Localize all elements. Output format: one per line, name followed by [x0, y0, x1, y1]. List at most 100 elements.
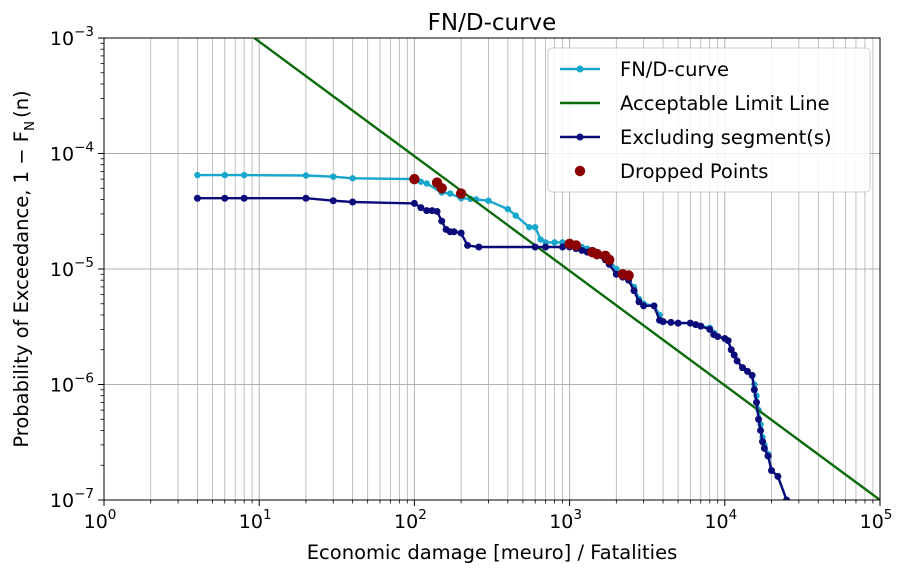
excluding-segment-s-point	[697, 322, 705, 330]
legend-label-dropped-points: Dropped Points	[620, 160, 768, 183]
axis-ticks: 100 101 102 103 104 105 10−7 10−6 10−5 10−4 10−3	[50, 24, 892, 533]
excluding-segment-s-point	[768, 467, 776, 475]
dropped-points-point	[570, 240, 582, 251]
dropped-points-point	[591, 248, 603, 260]
excluding-segment-s-point	[743, 367, 751, 375]
y-tick-label: 10−4	[50, 140, 94, 166]
x-axis-label: Economic damage [meuro] / Fatalities	[307, 541, 678, 564]
excluding-segment-s-point	[410, 199, 418, 207]
excluding-segment-s-point	[757, 426, 765, 434]
dropped-points-point	[409, 173, 420, 185]
fn-d-curve-point	[302, 172, 310, 179]
excluding-segment-s-point	[686, 319, 694, 327]
excluding-segment-s-point	[417, 204, 425, 212]
fn-d-curve-line	[197, 173, 788, 500]
excluding-segment-s-point	[659, 318, 667, 326]
y-axis-label-subscript: N	[22, 121, 38, 131]
y-axis-label-main: Probability of Exceedance, 1 − F	[10, 131, 33, 448]
excluding-segment-s-point	[752, 398, 760, 406]
excluding-segment-s-point	[727, 346, 735, 354]
excluding-segment-s-point	[542, 243, 550, 251]
excluding-segment-s-point	[674, 319, 682, 327]
legend-marker-dropped-points	[574, 165, 586, 177]
excluding-segment-s-point	[650, 302, 658, 310]
excluding-segment-s-point	[531, 243, 539, 251]
excluding-segment-s-point	[438, 217, 446, 225]
excluding-segment-s-point	[764, 452, 772, 460]
excluding-segment-s-point	[302, 194, 310, 202]
excluding-segment-s-point	[558, 243, 566, 251]
dropped-points-point	[436, 183, 447, 194]
excluding-segment-s-point	[774, 472, 782, 480]
excluding-segment-s-point	[423, 207, 431, 215]
x-tick-label: 103	[549, 507, 582, 533]
excluding-segment-s-point	[329, 197, 337, 205]
excluding-segment-s-point	[475, 243, 483, 251]
excluding-segment-s-point	[759, 438, 767, 446]
y-tick-label: 10−7	[50, 486, 94, 512]
excluding-segment-s-line	[197, 196, 788, 500]
excluding-segment-s-point	[667, 318, 675, 326]
x-tick-label: 105	[860, 507, 893, 533]
fn-d-curve-point	[551, 239, 558, 246]
fn-d-curve-point	[446, 190, 454, 197]
acceptable-limit-line-line	[253, 38, 880, 500]
excluding-segment-s-point	[630, 287, 638, 295]
excluding-segment-s-point	[783, 496, 791, 500]
y-tick-label: 10−5	[50, 255, 94, 281]
excluding-segment-s-point	[738, 364, 746, 372]
fn-d-curve-point	[485, 197, 492, 204]
fn-d-curve-point	[512, 212, 519, 219]
x-tick-label: 102	[394, 507, 427, 533]
excluding-segment-s-point	[730, 351, 738, 359]
excluding-segment-s-point	[221, 194, 229, 202]
plot-area	[193, 38, 880, 500]
legend-marker-excluding-segment-s	[576, 133, 584, 141]
legend-label-excluding-segment-s: Excluding segment(s)	[620, 126, 832, 149]
legend-marker-fn-d-curve	[576, 65, 584, 73]
legend-label-acceptable-limit-line: Acceptable Limit Line	[620, 92, 830, 115]
excluding-segment-s-point	[714, 333, 722, 341]
excluding-segment-s-point	[578, 246, 586, 254]
excluding-segment-s-point	[464, 241, 472, 249]
excluding-segment-s-point	[640, 302, 648, 310]
y-axis-label-tail: (n)	[10, 90, 33, 118]
legend: FN/D-curve Acceptable Limit Line Excluding…	[547, 47, 871, 193]
x-tick-label: 104	[704, 507, 737, 533]
excluding-segment-s-point	[748, 371, 756, 379]
excluding-segment-s-point	[750, 386, 758, 394]
legend-label-fn-d-curve: FN/D-curve	[620, 58, 729, 81]
fn-d-curve-point	[537, 236, 544, 243]
legend-box	[547, 47, 871, 193]
y-tick-label: 10−3	[50, 24, 94, 50]
dropped-points-point	[455, 188, 467, 199]
excluding-segment-s-point	[240, 194, 248, 202]
fn-d-curve-point	[531, 224, 539, 231]
y-tick-label: 10−6	[50, 371, 94, 397]
excluding-segment-s-point	[724, 337, 732, 345]
y-axis-label: Probability of Exceedance, 1 − FN (n)	[10, 90, 38, 447]
fn-d-curve-point	[349, 175, 356, 182]
excluding-segment-s-point	[733, 357, 741, 365]
chart-title: FN/D-curve	[428, 10, 557, 36]
dropped-points-point	[623, 270, 634, 281]
fn-d-curve-point	[526, 224, 533, 231]
excluding-segment-s-point	[457, 229, 465, 237]
dropped-points-point	[604, 254, 615, 266]
x-tick-label: 101	[239, 507, 272, 533]
fn-d-curve-point	[423, 180, 430, 187]
excluding-segment-s-point	[755, 415, 763, 423]
fn-d-curve-point	[504, 205, 512, 213]
x-tick-label: 100	[84, 507, 117, 533]
fn-d-curve-point	[194, 171, 201, 179]
excluding-segment-s-point	[760, 444, 768, 452]
excluding-segment-s-point	[349, 198, 357, 206]
fn-d-curve-point	[240, 171, 248, 179]
excluding-segment-s-point	[706, 325, 714, 333]
fn-d-curve-point	[330, 173, 337, 180]
excluding-segment-s-point	[433, 207, 441, 215]
fn-d-curve-point	[221, 171, 228, 179]
excluding-segment-s-point	[193, 194, 201, 202]
excluding-segment-s-point	[635, 298, 643, 306]
